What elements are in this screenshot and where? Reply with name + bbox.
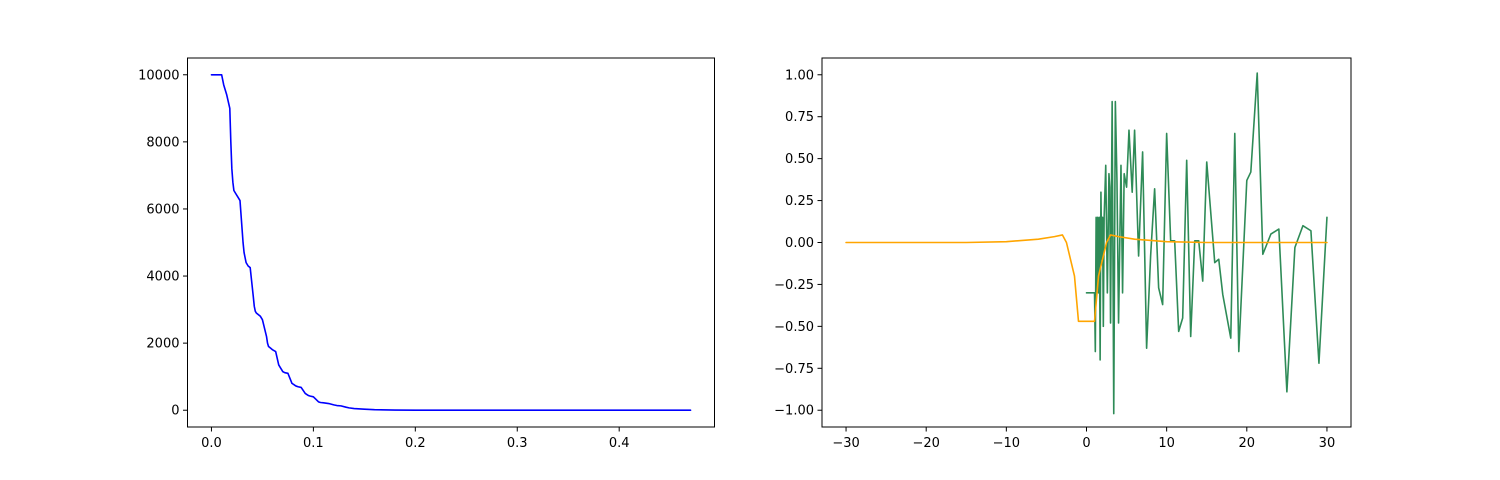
right-chart-panel: −30 −20 −10 0 10 20 30 −1.00 −0.75 −0.50 −0.25 0.0… bbox=[774, 57, 1352, 451]
left-chart-y-tick-label: 0 bbox=[171, 404, 179, 419]
left-chart-x-tick-label: 0.1 bbox=[303, 436, 324, 451]
left-chart-x-axis: 0.0 0.1 0.2 0.3 0.4 bbox=[201, 427, 630, 451]
left-chart-series-0-line bbox=[210, 73, 692, 412]
left-chart-y-tick-label: 6000 bbox=[146, 202, 179, 217]
right-chart-x-tick-label: 10 bbox=[1158, 436, 1175, 451]
right-chart-y-tick-label: 0.50 bbox=[785, 152, 814, 167]
right-chart-x-tick-label: −10 bbox=[993, 436, 1020, 451]
left-chart-y-tick-label: 2000 bbox=[146, 337, 179, 352]
left-chart-y-axis: 0 2000 4000 6000 8000 10000 bbox=[138, 68, 188, 419]
right-chart-x-tick-label: −30 bbox=[832, 436, 859, 451]
left-chart-x-tick-label: 0.4 bbox=[609, 436, 630, 451]
right-chart-y-tick-label: −0.50 bbox=[774, 320, 814, 335]
right-chart-y-axis: −1.00 −0.75 −0.50 −0.25 0.00 0.25 0.50 0.75 1.00 bbox=[774, 68, 822, 419]
left-chart-y-tick-label: 8000 bbox=[146, 135, 179, 150]
right-chart-series bbox=[845, 72, 1328, 415]
right-chart-y-tick-label: 1.00 bbox=[785, 68, 814, 83]
right-chart-y-tick-label: 0.00 bbox=[785, 236, 814, 251]
right-chart-y-tick-label: −0.75 bbox=[774, 362, 814, 377]
right-chart-x-tick-label: 30 bbox=[1319, 436, 1336, 451]
left-chart-series bbox=[210, 73, 692, 412]
right-chart-x-axis: −30 −20 −10 0 10 20 30 bbox=[832, 427, 1335, 451]
left-chart-x-tick-label: 0.0 bbox=[201, 436, 222, 451]
right-chart-y-tick-label: 0.75 bbox=[785, 110, 814, 125]
right-chart-y-tick-label: −0.25 bbox=[774, 278, 814, 293]
right-chart-x-tick-label: 0 bbox=[1082, 436, 1090, 451]
left-chart-y-tick-label: 4000 bbox=[146, 270, 179, 285]
right-chart-series-1-line bbox=[845, 234, 1328, 323]
right-chart-y-tick-label: −1.00 bbox=[774, 404, 814, 419]
left-chart-x-tick-label: 0.2 bbox=[405, 436, 426, 451]
right-chart-y-tick-label: 0.25 bbox=[785, 194, 814, 209]
left-chart-y-tick-label: 10000 bbox=[138, 68, 179, 83]
right-chart-x-tick-label: −20 bbox=[912, 436, 939, 451]
right-chart-series-0-line bbox=[1085, 72, 1328, 415]
left-chart-x-tick-label: 0.3 bbox=[507, 436, 528, 451]
right-chart-x-tick-label: 20 bbox=[1239, 436, 1256, 451]
left-chart-panel: 0.0 0.1 0.2 0.3 0.4 0 2000 4000 6000 8000 10000 bbox=[138, 57, 715, 451]
left-chart-frame bbox=[187, 57, 715, 428]
